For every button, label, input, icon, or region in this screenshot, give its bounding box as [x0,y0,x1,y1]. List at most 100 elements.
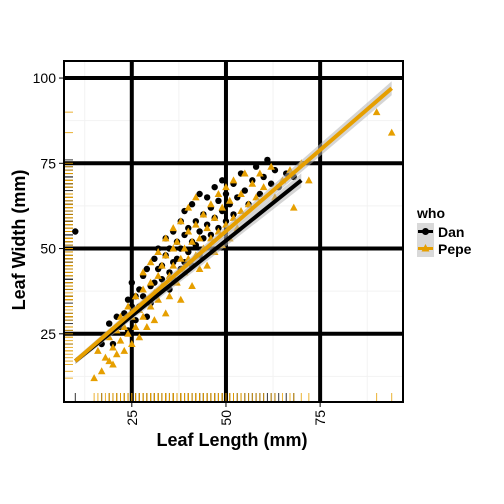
rug-marks [64,111,393,402]
point-dan [219,177,226,184]
point-pepe [305,176,313,184]
point-dan [151,255,158,262]
point-pepe [169,261,178,269]
x-axis-title: Leaf Length (mm) [157,430,308,450]
point-pepe [139,285,147,293]
point-pepe [154,247,162,255]
point-pepe [203,224,211,232]
point-pepe [169,244,178,252]
point-pepe [256,169,264,177]
point-pepe [259,183,268,191]
point-pepe [131,292,140,300]
point-pepe [176,295,185,303]
point-pepe [176,254,185,262]
y-tick-labels: 25 50 75 100 [33,70,57,342]
point-pepe [222,183,230,191]
point-dan [252,163,260,170]
legend-marker-dan [422,228,429,235]
point-dan [264,156,271,164]
point-dan [143,265,151,273]
point-pepe [218,203,226,211]
point-pepe [158,261,166,269]
point-pepe [124,302,132,310]
fit-lines [73,81,394,365]
point-pepe [207,200,215,208]
fit-line-pepe [73,86,394,363]
x-tick-labels: 25 50 75 [124,410,328,426]
point-pepe [105,357,113,365]
point-pepe [241,169,249,177]
point-pepe [188,282,196,290]
point-pepe [143,322,151,330]
point-dan [106,320,113,327]
point-pepe [146,302,155,310]
point-pepe [195,265,204,273]
point-dan [203,194,211,201]
point-pepe [146,278,155,286]
point-pepe [154,271,162,279]
point-pepe [289,203,298,211]
point-pepe [176,217,185,225]
point-dan [215,197,222,205]
point-dan [188,201,196,208]
legend-label-dan: Dan [438,224,464,240]
point-pepe [90,374,98,382]
point-pepe [248,179,257,187]
point-dan [222,190,230,198]
point-pepe [161,251,170,259]
point-pepe [150,316,159,324]
point-dan [211,183,218,191]
point-pepe [188,237,196,245]
point-pepe [210,213,219,221]
y-tick-label: 75 [40,155,56,171]
point-pepe [372,108,381,116]
point-pepe [146,258,155,266]
panel-border [63,60,404,403]
point-pepe [180,244,189,252]
point-dan [128,279,135,286]
legend-label-pepe: Pepe [438,241,472,257]
point-pepe [120,322,129,330]
y-axis-title: Leaf Width (mm) [9,170,29,311]
x-tick-label: 25 [124,410,140,426]
point-pepe [192,220,200,228]
legend: who Dan Pepe [416,205,472,257]
point-dan [196,190,203,198]
point-pepe [161,309,170,317]
point-pepe [139,268,147,276]
minor-gridlines [64,61,403,402]
point-pepe [237,189,245,197]
legend-item-dan: Dan [417,223,464,240]
legend-title: who [416,205,445,221]
point-dan [196,228,203,235]
y-tick-label: 50 [40,241,56,257]
point-pepe [94,346,102,354]
point-pepe [387,128,396,136]
point-pepe [109,343,117,351]
point-pepe [112,350,121,358]
point-pepe [199,210,208,218]
point-pepe [192,193,200,201]
point-pepe [120,346,129,354]
point-pepe [139,312,147,320]
point-pepe [128,340,136,348]
point-pepe [184,227,193,235]
x-tick-label: 50 [218,410,234,426]
point-dan [241,187,248,194]
point-dan [124,296,132,303]
y-tick-label: 25 [40,326,56,342]
point-pepe [195,234,204,242]
point-pepe [131,322,140,330]
point-pepe [124,329,132,337]
point-pepe [165,292,174,300]
point-pepe [116,336,125,344]
point-pepe [214,189,223,197]
axis-ticks [59,77,321,407]
point-pepe [101,353,110,361]
x-tick-label: 75 [312,410,328,426]
point-pepe [161,234,170,242]
point-pepe [184,203,193,211]
point-pepe [203,261,211,269]
point-pepe [267,162,275,170]
